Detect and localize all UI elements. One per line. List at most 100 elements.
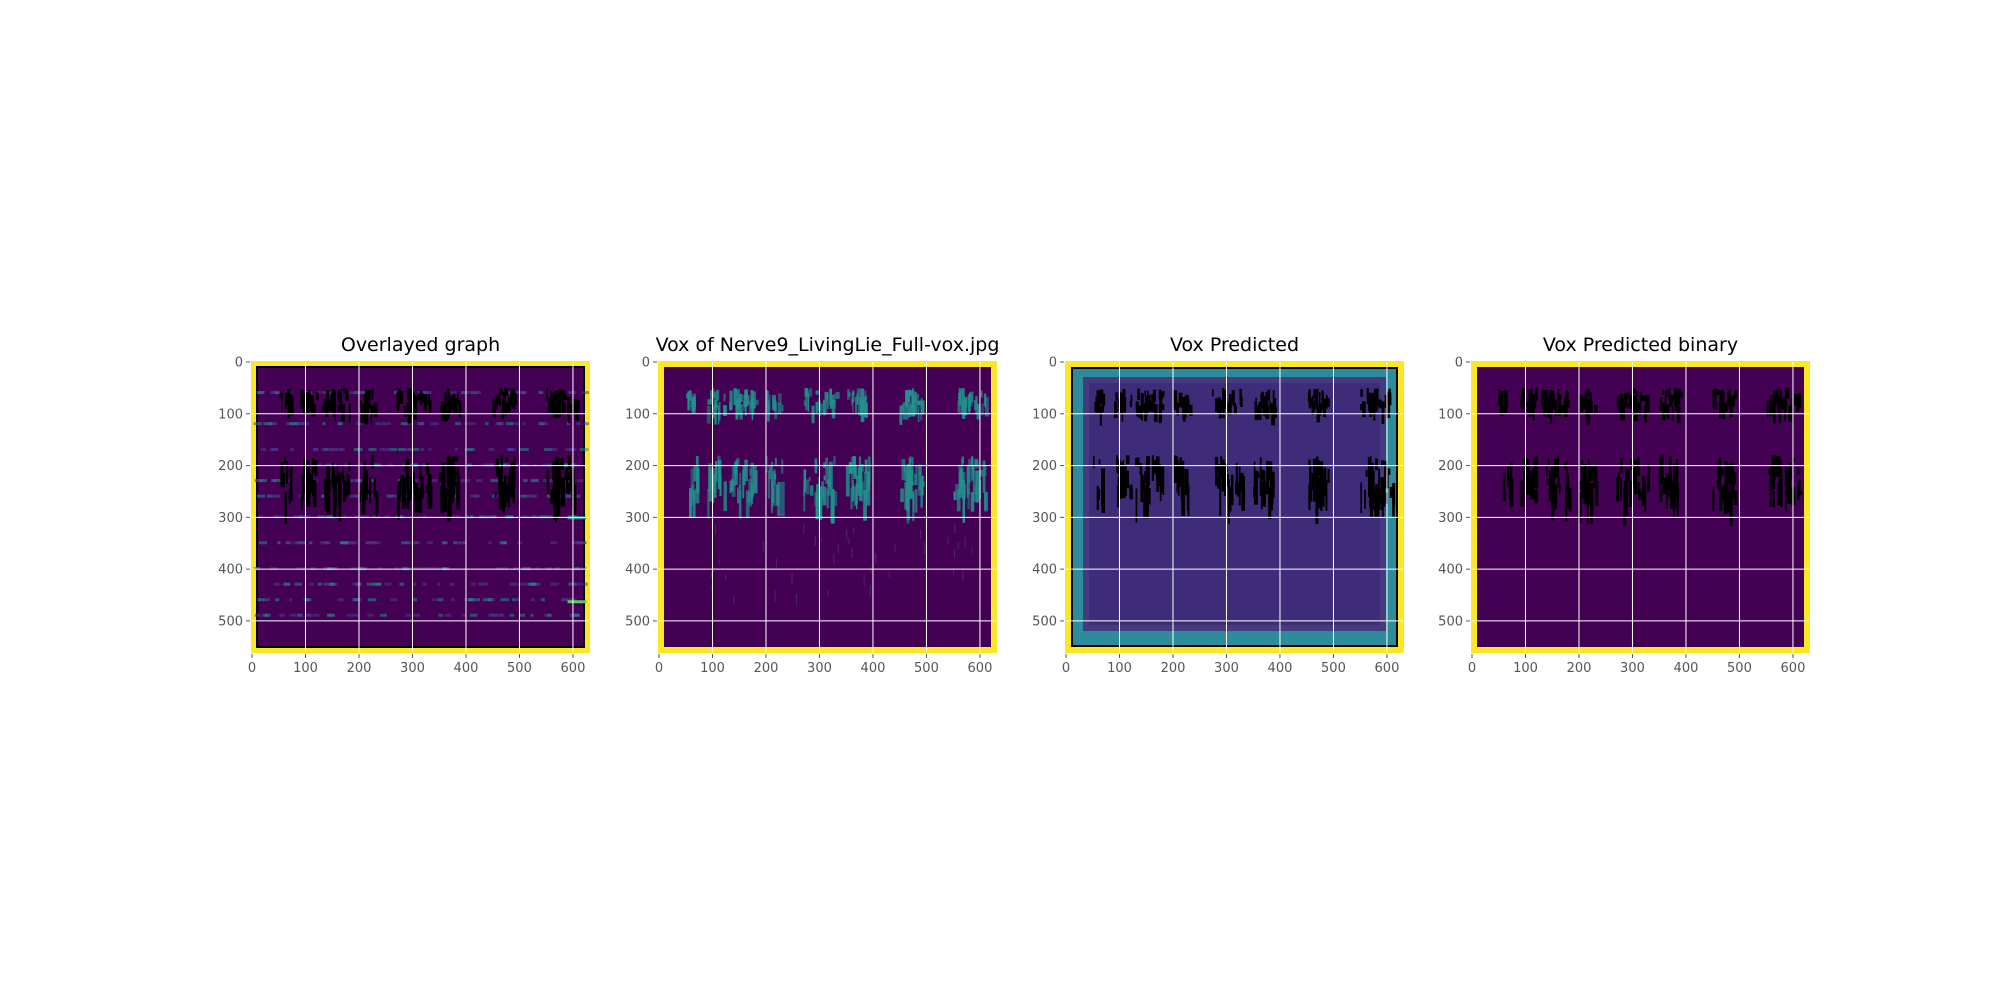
streak-mark	[1189, 404, 1193, 416]
streak-mark	[285, 392, 289, 406]
streak-mark	[899, 405, 903, 425]
streak-mark	[1550, 490, 1554, 521]
streak-mark	[1152, 389, 1157, 402]
streak-mark	[739, 404, 743, 420]
streak-mark	[1269, 401, 1272, 408]
streak-mark	[911, 389, 915, 407]
band-speck	[512, 582, 521, 586]
streak-mark	[1135, 401, 1139, 410]
streak-mark	[1273, 398, 1277, 412]
x-tick-label: 400	[1268, 661, 1293, 676]
streak-mark	[712, 473, 715, 495]
streak-mark	[778, 393, 782, 405]
streak-mark	[1236, 482, 1240, 497]
streak-mark	[1178, 462, 1181, 482]
streak-mark	[1508, 476, 1511, 483]
streak-mark	[1118, 483, 1123, 488]
band-speck	[271, 479, 276, 483]
streak-mark	[1219, 484, 1222, 517]
streak-mark	[980, 390, 983, 398]
band-speck	[384, 582, 392, 586]
streak-mark	[1225, 473, 1229, 487]
streak-mark	[805, 391, 808, 411]
streak-mark	[767, 470, 771, 499]
streak-mark	[410, 466, 413, 499]
streak-mark	[1178, 392, 1183, 408]
streak-mark	[1183, 402, 1186, 414]
streak-mark	[1502, 491, 1506, 501]
faint-streak	[863, 574, 865, 587]
band-speck	[279, 613, 283, 617]
streak-mark	[1780, 468, 1783, 485]
streak-mark	[1581, 459, 1584, 473]
streak-mark	[1726, 464, 1731, 483]
streak-mark	[1092, 456, 1095, 469]
streak-mark	[1260, 393, 1265, 409]
x-tick-label: 300	[400, 661, 425, 676]
streak-mark	[1672, 479, 1677, 510]
streak-mark	[1315, 470, 1319, 498]
streak-mark	[1231, 390, 1235, 404]
y-tick-label: 100	[218, 407, 243, 422]
streak-mark	[558, 401, 562, 417]
heatmap-image	[1071, 367, 1398, 647]
streak-mark	[1312, 458, 1316, 490]
faint-streak	[718, 559, 720, 564]
streak-mark	[819, 486, 823, 520]
streak-mark	[1769, 483, 1772, 507]
band-speck	[462, 479, 471, 483]
streak-mark	[851, 468, 856, 474]
band-speck	[390, 598, 398, 602]
streak-mark	[546, 469, 550, 492]
band-speck	[432, 598, 437, 602]
streak-mark	[1626, 402, 1630, 408]
band-speck	[266, 494, 273, 498]
streak-mark	[1665, 404, 1668, 412]
streak-mark	[1159, 485, 1162, 502]
streak-mark	[1322, 486, 1326, 494]
band-speck	[464, 422, 469, 426]
streak-mark	[1258, 401, 1262, 420]
streak-mark	[505, 457, 509, 462]
streak-mark	[419, 465, 422, 480]
streak-mark	[1775, 389, 1779, 397]
band-speck	[350, 541, 358, 545]
streak-mark	[1115, 392, 1118, 401]
streak-mark	[804, 387, 809, 397]
streak-mark	[1777, 396, 1781, 407]
streak-mark	[1378, 468, 1381, 482]
streak-mark	[1317, 404, 1320, 421]
streak-mark	[1227, 478, 1230, 489]
streak-mark	[744, 392, 747, 398]
streak-mark	[1161, 391, 1165, 398]
streak-mark	[737, 398, 742, 409]
band-speck	[263, 422, 273, 426]
streak-mark	[1582, 397, 1585, 410]
subplot-title: Overlayed graph	[341, 334, 500, 356]
band-speck	[583, 422, 589, 426]
streak-mark	[546, 387, 549, 402]
streak-mark	[502, 394, 507, 408]
streak-mark	[1389, 486, 1394, 498]
streak-mark	[809, 388, 813, 397]
streak-mark	[1256, 471, 1260, 479]
streak-mark	[444, 402, 448, 422]
streak-mark	[501, 400, 505, 420]
streak-mark	[719, 476, 722, 497]
streak-mark	[1723, 403, 1728, 412]
streak-mark	[752, 391, 756, 409]
streak-mark	[364, 406, 369, 425]
streak-mark	[807, 393, 810, 412]
faint-streak	[833, 552, 835, 565]
band-speck	[379, 448, 385, 452]
streak-mark	[1148, 487, 1151, 505]
band-speck	[273, 494, 281, 498]
streak-mark	[451, 402, 456, 408]
streak-mark	[1784, 405, 1786, 421]
streak-mark	[1712, 389, 1717, 409]
streak-mark	[974, 485, 977, 495]
band-speck	[422, 391, 431, 395]
streak-mark	[917, 400, 921, 406]
streak-mark	[1634, 460, 1638, 495]
streak-mark	[1561, 404, 1566, 413]
